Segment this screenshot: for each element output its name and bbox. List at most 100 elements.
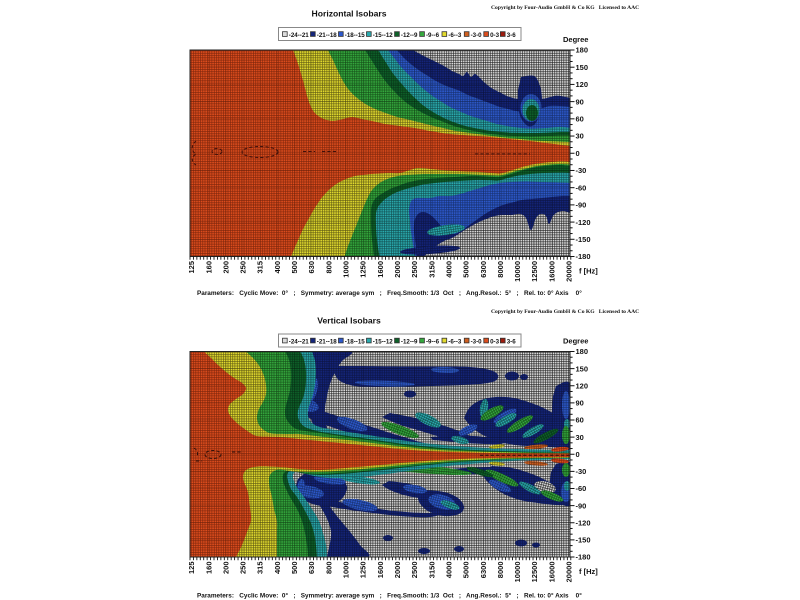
svg-text:200: 200 [221,261,230,274]
svg-text:-18--15: -18--15 [345,32,366,39]
svg-text:180: 180 [576,46,589,55]
svg-text:-24--21: -24--21 [289,338,310,345]
svg-text:630: 630 [307,562,316,575]
svg-text:Vertical Isobars: Vertical Isobars [317,316,381,326]
svg-text:2000: 2000 [393,261,402,278]
svg-text:5000: 5000 [462,261,471,278]
svg-text:8000: 8000 [496,562,505,579]
svg-text:180: 180 [576,347,589,356]
svg-text:4000: 4000 [445,562,454,579]
svg-text:20000: 20000 [565,261,574,282]
svg-text:-60: -60 [576,183,587,192]
svg-text:315: 315 [256,562,265,575]
svg-text:250: 250 [239,562,248,575]
svg-text:-15--12: -15--12 [373,32,394,39]
svg-text:Parameters: Cyclic Move: 0°: Parameters: Cyclic Move: 0° ; Symmetry: … [197,592,582,600]
svg-text:400: 400 [273,562,282,575]
svg-text:-90: -90 [576,201,587,210]
svg-text:60: 60 [576,115,584,124]
svg-text:120: 120 [576,381,589,390]
svg-text:90: 90 [576,97,584,106]
svg-text:-60: -60 [576,484,587,493]
svg-text:160: 160 [204,562,213,575]
svg-text:150: 150 [576,364,589,373]
svg-text:-9--6: -9--6 [426,338,440,345]
svg-text:f [Hz]: f [Hz] [579,567,598,576]
svg-text:30: 30 [576,433,584,442]
svg-text:-6--3: -6--3 [448,338,462,345]
svg-text:-180: -180 [576,553,591,562]
svg-text:-180: -180 [576,252,591,261]
svg-text:1600: 1600 [376,562,385,579]
svg-text:8000: 8000 [496,261,505,278]
svg-text:0-3: 0-3 [490,338,500,345]
svg-text:160: 160 [204,261,213,274]
svg-text:3-6: 3-6 [507,32,517,39]
svg-text:800: 800 [324,562,333,575]
svg-text:1000: 1000 [342,562,351,579]
svg-text:125: 125 [187,261,196,274]
svg-text:0: 0 [576,149,580,158]
svg-text:120: 120 [576,80,589,89]
svg-text:3-6: 3-6 [507,338,517,345]
svg-text:-3-0: -3-0 [471,32,483,39]
svg-text:10000: 10000 [513,562,522,583]
svg-text:-12--9: -12--9 [401,32,418,39]
svg-text:2500: 2500 [410,562,419,579]
svg-text:-24--21: -24--21 [289,32,310,39]
svg-text:-9--6: -9--6 [426,32,440,39]
svg-text:60: 60 [576,416,584,425]
svg-text:30: 30 [576,132,584,141]
svg-text:12500: 12500 [530,261,539,282]
svg-text:1600: 1600 [376,261,385,278]
svg-text:-120: -120 [576,218,591,227]
svg-text:-21--18: -21--18 [317,32,338,39]
svg-text:10000: 10000 [513,261,522,282]
svg-text:90: 90 [576,399,584,408]
svg-text:200: 200 [221,562,230,575]
svg-text:6300: 6300 [479,562,488,579]
svg-text:f [Hz]: f [Hz] [579,267,598,276]
svg-text:-120: -120 [576,518,591,527]
svg-text:2500: 2500 [410,261,419,278]
svg-text:250: 250 [239,261,248,274]
svg-text:125: 125 [187,562,196,575]
svg-text:4000: 4000 [445,261,454,278]
svg-text:500: 500 [290,562,299,575]
svg-text:-30: -30 [576,467,587,476]
svg-text:800: 800 [324,261,333,274]
svg-text:20000: 20000 [565,562,574,583]
svg-text:-21--18: -21--18 [317,338,338,345]
svg-text:-30: -30 [576,166,587,175]
svg-text:-15--12: -15--12 [373,338,394,345]
svg-text:Degree: Degree [563,337,588,346]
svg-text:-12--9: -12--9 [401,338,418,345]
svg-text:Parameters: Cyclic Move: 0°: Parameters: Cyclic Move: 0° ; Symmetry: … [197,289,582,297]
svg-text:-150: -150 [576,235,591,244]
svg-text:0-3: 0-3 [490,32,500,39]
svg-text:315: 315 [256,261,265,274]
svg-text:150: 150 [576,63,589,72]
svg-text:16000: 16000 [547,261,556,282]
svg-text:16000: 16000 [547,562,556,583]
svg-text:Horizontal Isobars: Horizontal Isobars [312,9,387,19]
svg-text:12500: 12500 [530,562,539,583]
svg-text:630: 630 [307,261,316,274]
svg-text:6300: 6300 [479,261,488,278]
svg-text:0: 0 [576,450,580,459]
svg-text:2000: 2000 [393,562,402,579]
svg-text:3150: 3150 [427,562,436,579]
svg-text:-3-0: -3-0 [471,338,483,345]
svg-text:-18--15: -18--15 [345,338,366,345]
svg-text:1250: 1250 [359,562,368,579]
svg-text:1000: 1000 [342,261,351,278]
svg-text:Copyright by Four-Audio GmbH &: Copyright by Four-Audio GmbH & Co KG Lic… [491,5,639,11]
svg-text:5000: 5000 [462,562,471,579]
svg-text:-150: -150 [576,536,591,545]
svg-text:-6--3: -6--3 [448,32,462,39]
svg-text:Degree: Degree [563,35,588,44]
svg-text:400: 400 [273,261,282,274]
svg-text:500: 500 [290,261,299,274]
svg-text:-90: -90 [576,501,587,510]
svg-text:3150: 3150 [427,261,436,278]
